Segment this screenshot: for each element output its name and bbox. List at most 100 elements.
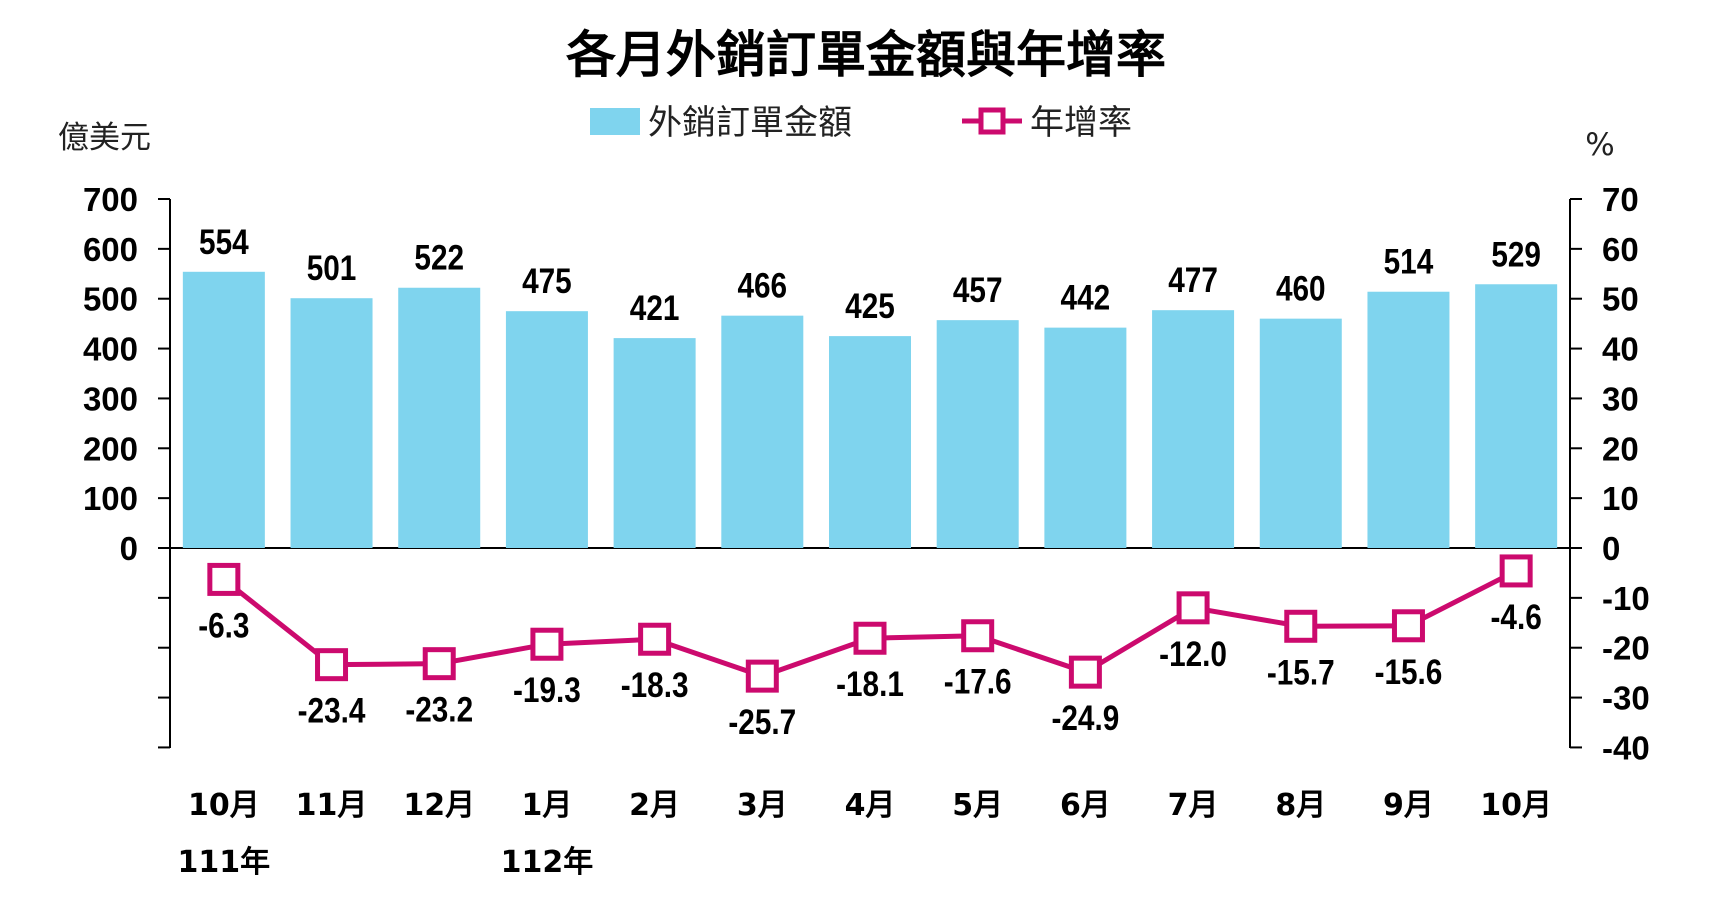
bar-value-label: 425 (845, 287, 895, 326)
left-tick-label: 200 (83, 430, 138, 467)
line-value-label: -24.9 (1051, 699, 1119, 738)
bar-value-label: 522 (414, 238, 464, 277)
axes: 7006005004003002001000706050403020100-10… (83, 181, 1650, 766)
right-tick-label: 20 (1602, 430, 1639, 467)
line-value-label: -25.7 (728, 703, 796, 742)
bar-value-label: 477 (1168, 261, 1218, 300)
legend: 外銷訂單金額 年增率 (590, 103, 1132, 143)
line-value-label: -18.3 (621, 666, 689, 705)
line-value-label: -19.3 (513, 671, 581, 710)
category-label: 8月 (1275, 788, 1326, 823)
left-tick-label: 300 (83, 380, 138, 417)
year-label: 111年 (178, 845, 271, 880)
line-point-marker (638, 622, 672, 656)
legend-line-marker (978, 107, 1006, 135)
line-value-label: -17.6 (944, 662, 1012, 701)
bar (505, 311, 588, 548)
bar-value-label: 554 (199, 223, 249, 262)
bar (613, 338, 696, 548)
category-label: 7月 (1168, 788, 1219, 823)
category-label: 12月 (403, 788, 475, 823)
right-tick-label: 50 (1602, 281, 1639, 318)
bar (1367, 291, 1450, 548)
left-axis-unit: 億美元 (58, 120, 151, 156)
bar (182, 271, 265, 548)
line-value-label: -12.0 (1159, 635, 1227, 674)
right-tick-label: -20 (1602, 630, 1650, 667)
category-label: 6月 (1060, 788, 1111, 823)
bar-value-label: 475 (522, 262, 572, 301)
bar (290, 298, 373, 548)
bar-value-label: 514 (1384, 242, 1434, 281)
right-tick-label: -40 (1602, 729, 1650, 766)
line-value-label: -6.3 (198, 606, 249, 645)
category-label: 3月 (737, 788, 788, 823)
bar-series (182, 271, 1558, 548)
line-point-marker (1391, 609, 1425, 643)
bar-value-label: 501 (307, 249, 357, 288)
bar (936, 320, 1019, 548)
line-value-label: -23.4 (298, 691, 366, 730)
legend-line-label: 年增率 (1030, 103, 1132, 143)
category-label: 2月 (629, 788, 680, 823)
left-tick-label: 500 (83, 281, 138, 318)
right-tick-label: 0 (1602, 530, 1620, 567)
line-point-marker (315, 648, 349, 682)
bar-value-label: 460 (1276, 269, 1326, 308)
line-value-label: -15.6 (1375, 653, 1443, 692)
left-tick-label: 700 (83, 181, 138, 218)
right-tick-label: 60 (1602, 231, 1639, 268)
data-labels: 554 501 522 475 421 466 425 457 442 477 460 514 529 -… (198, 223, 1542, 742)
line-series (207, 554, 1533, 693)
line-point-marker (1068, 655, 1102, 689)
right-tick-label: 70 (1602, 181, 1639, 218)
right-tick-label: -30 (1602, 680, 1650, 717)
bar-value-label: 466 (737, 266, 787, 305)
right-tick-label: -10 (1602, 580, 1650, 617)
line-point-marker (1499, 554, 1533, 588)
bar-value-label: 421 (630, 289, 680, 328)
line-value-label: -18.1 (836, 665, 904, 704)
line-point-marker (422, 647, 456, 681)
bar-value-label: 457 (953, 271, 1003, 310)
right-tick-label: 40 (1602, 331, 1639, 368)
bar (721, 315, 804, 548)
line-value-label: -15.7 (1267, 653, 1335, 692)
chart-title: 各月外銷訂單金額與年增率 (566, 25, 1166, 84)
right-axis-unit: % (1585, 127, 1614, 163)
left-tick-label: 100 (83, 480, 138, 517)
category-label: 4月 (845, 788, 896, 823)
left-tick-label: 400 (83, 331, 138, 368)
line-point-marker (1176, 591, 1210, 625)
legend-bar-label: 外銷訂單金額 (648, 103, 852, 143)
line-point-marker (1284, 609, 1318, 643)
category-label: 11月 (296, 788, 368, 823)
category-label: 1月 (521, 788, 572, 823)
bar (1475, 284, 1558, 548)
bar-value-label: 442 (1061, 278, 1111, 317)
right-tick-label: 10 (1602, 480, 1639, 517)
bar (1259, 318, 1342, 548)
category-label: 10月 (1480, 788, 1552, 823)
legend-bar-swatch (590, 108, 640, 135)
category-axis-labels: 10月 11月 12月 1月 2月 3月 4月 5月 6月 7月 8月 9月 10月 111年 112年 (178, 788, 1552, 880)
bar (1152, 310, 1235, 548)
bar (1044, 327, 1127, 548)
year-label: 112年 (501, 845, 594, 880)
line-point-marker (961, 619, 995, 653)
right-tick-label: 30 (1602, 380, 1639, 417)
category-label: 10月 (188, 788, 260, 823)
line-point-marker (530, 627, 564, 661)
line-point-marker (745, 659, 779, 693)
bar (829, 336, 911, 548)
category-label: 5月 (952, 788, 1003, 823)
line-point-marker (207, 562, 241, 596)
left-tick-label: 600 (83, 231, 138, 268)
line-point-marker (853, 621, 887, 655)
line-value-label: -4.6 (1491, 598, 1542, 637)
line-value-label: -23.2 (405, 690, 473, 729)
left-tick-label: 0 (120, 530, 138, 567)
bar (398, 287, 481, 548)
bar-value-label: 529 (1491, 235, 1541, 274)
